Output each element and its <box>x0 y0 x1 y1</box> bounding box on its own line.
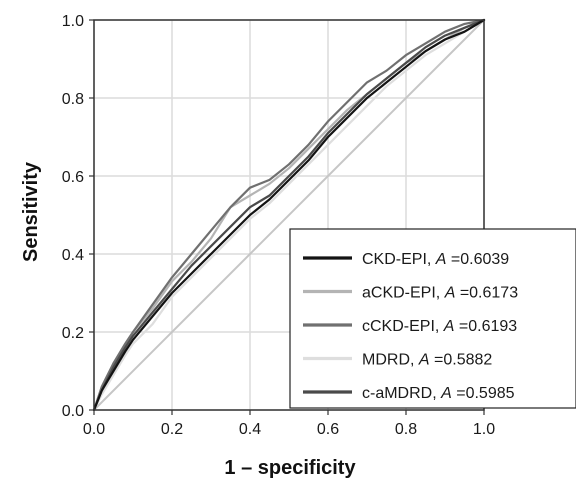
legend-auc-symbol: A <box>444 285 456 302</box>
legend-auc-value: =0.5985 <box>456 385 514 402</box>
reference-diagonal-line <box>93 19 485 411</box>
legend-auc-symbol: A <box>440 385 452 402</box>
y-axis-title: Sensitivity <box>20 161 42 262</box>
y-tick-label: 0.0 <box>62 403 84 420</box>
roc-curves <box>92 18 486 412</box>
axis-ticks: 0.0 0.2 0.4 0.6 0.8 1.0 0.0 0.2 0.4 0.6 0.8 1.0 <box>62 13 495 438</box>
legend-auc-symbol: A <box>418 352 430 369</box>
y-tick-label: 1.0 <box>62 13 84 30</box>
x-tick-label: 0.6 <box>317 421 339 438</box>
legend: CKD-EPI, A =0.6039 aCKD-EPI, A =0.6173 cCK… <box>289 228 576 409</box>
roc-curve-c-amdrd <box>92 18 486 412</box>
legend-auc-value: =0.6173 <box>460 285 518 302</box>
y-tick-label: 0.2 <box>62 325 84 342</box>
legend-label-ckd-epi: CKD-EPI, A =0.6039 <box>362 251 509 268</box>
legend-series-name: MDRD <box>362 352 410 369</box>
x-tick-label: 0.0 <box>83 421 105 438</box>
y-tick-label: 0.8 <box>62 91 84 108</box>
legend-series-name: CKD-EPI <box>362 251 427 268</box>
legend-auc-symbol: A <box>435 251 447 268</box>
x-tick-label: 0.8 <box>395 421 417 438</box>
roc-curve-ckd-epi <box>92 18 486 412</box>
x-axis-title: 1 – specificity <box>224 457 356 479</box>
y-tick-label: 0.6 <box>62 169 84 186</box>
legend-series-name: cCKD-EPI <box>362 318 435 335</box>
legend-auc-value: =0.6193 <box>459 318 517 335</box>
legend-auc-value: =0.6039 <box>451 251 509 268</box>
legend-label-c-amdrd: c-aMDRD, A =0.5985 <box>362 385 515 402</box>
legend-label-ackd-epi: aCKD-EPI, A =0.6173 <box>362 285 518 302</box>
x-tick-label: 0.4 <box>239 421 261 438</box>
legend-label-mdrd: MDRD, A =0.5882 <box>362 352 492 369</box>
roc-curve-mdrd <box>92 18 486 412</box>
x-tick-label: 1.0 <box>473 421 495 438</box>
legend-series-name: aCKD-EPI <box>362 285 436 302</box>
plot-frame <box>93 19 485 411</box>
roc-curve-cckd-epi <box>92 18 486 412</box>
legend-series-name: c-aMDRD <box>362 385 432 402</box>
x-tick-label: 0.2 <box>161 421 183 438</box>
legend-auc-symbol: A <box>443 318 455 335</box>
legend-auc-value: =0.5882 <box>434 352 492 369</box>
legend-label-cckd-epi: cCKD-EPI, A =0.6193 <box>362 318 517 335</box>
y-tick-label: 0.4 <box>62 247 84 264</box>
